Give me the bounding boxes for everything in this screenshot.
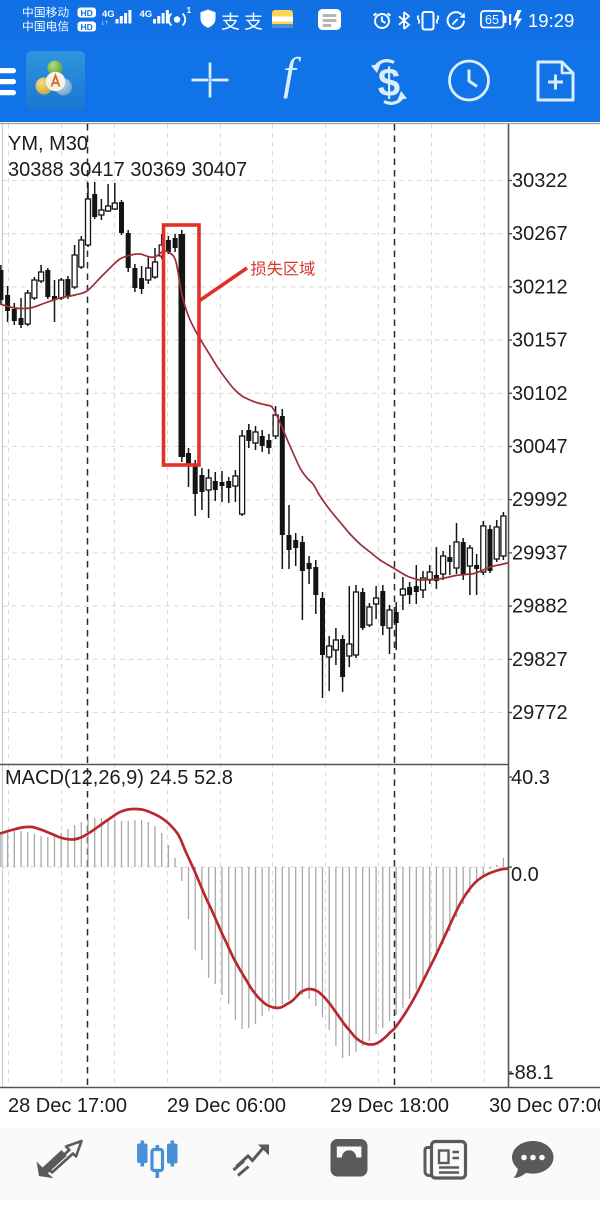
svg-text:30212: 30212	[512, 276, 568, 298]
svg-text:29992: 29992	[512, 489, 568, 511]
svg-text:29 Dec 18:00: 29 Dec 18:00	[330, 1095, 449, 1117]
svg-text:HD: HD	[81, 22, 93, 32]
svg-text:40.3: 40.3	[511, 767, 550, 789]
svg-text:30322: 30322	[512, 170, 568, 192]
svg-text:-88.1: -88.1	[508, 1062, 554, 1084]
svg-text:$: $	[378, 61, 400, 105]
svg-text:30047: 30047	[512, 436, 568, 458]
svg-text:1: 1	[187, 5, 192, 15]
svg-text:29772: 29772	[512, 702, 568, 724]
svg-text:29937: 29937	[512, 542, 568, 564]
svg-text:29827: 29827	[512, 649, 568, 671]
svg-text:4G: 4G	[140, 9, 153, 20]
svg-text:29882: 29882	[512, 596, 568, 618]
svg-text:HD: HD	[81, 8, 93, 18]
svg-text:4G: 4G	[102, 9, 115, 20]
svg-text:MACD(12,26,9) 24.5 52.8: MACD(12,26,9) 24.5 52.8	[5, 767, 233, 789]
svg-text:29 Dec 06:00: 29 Dec 06:00	[167, 1095, 286, 1117]
svg-text:30388 30417 30369 30407: 30388 30417 30369 30407	[8, 159, 247, 181]
svg-text:65: 65	[485, 13, 499, 27]
svg-text:YM, M30: YM, M30	[8, 133, 88, 155]
svg-text:30157: 30157	[512, 330, 568, 352]
svg-text:30102: 30102	[512, 383, 568, 405]
svg-text:28 Dec 17:00: 28 Dec 17:00	[8, 1095, 127, 1117]
svg-text:30267: 30267	[512, 223, 568, 245]
svg-text:30 Dec 07:00: 30 Dec 07:00	[489, 1095, 600, 1117]
svg-text:0.0: 0.0	[511, 864, 539, 886]
svg-text:19:29: 19:29	[528, 10, 574, 31]
svg-text:↓↑: ↓↑	[101, 18, 109, 27]
